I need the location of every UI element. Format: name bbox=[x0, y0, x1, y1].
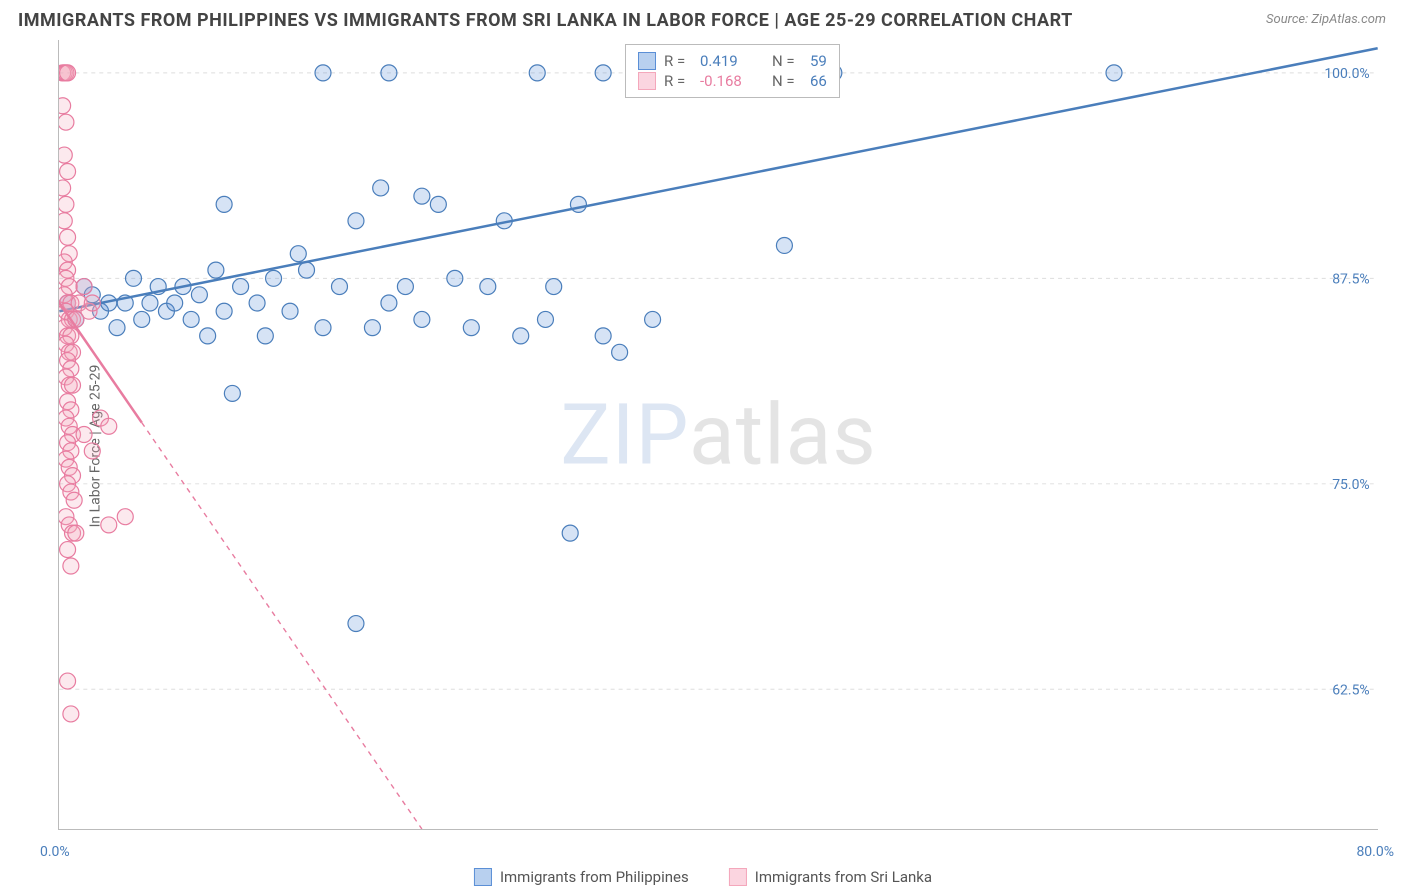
legend-label-philippines: Immigrants from Philippines bbox=[500, 868, 689, 886]
legend-swatch-pink bbox=[638, 72, 656, 90]
chart-title: IMMIGRANTS FROM PHILIPPINES VS IMMIGRANT… bbox=[18, 10, 1073, 31]
svg-text:100.0%: 100.0% bbox=[1324, 66, 1369, 82]
n-equals-label: N = bbox=[772, 72, 802, 90]
legend-row-srilanka: R = -0.168 N = 66 bbox=[638, 71, 827, 91]
correlation-legend: R = 0.419 N = 59 R = -0.168 N = 66 bbox=[625, 44, 840, 98]
svg-text:87.5%: 87.5% bbox=[1332, 271, 1369, 287]
chart-svg: 62.5% 75.0% 87.5% 100.0% bbox=[59, 40, 1378, 829]
legend-label-srilanka: Immigrants from Sri Lanka bbox=[755, 868, 932, 886]
svg-text:62.5%: 62.5% bbox=[1332, 682, 1369, 698]
plot-area: ZIPatlas R = 0.419 N = 59 R = -0.168 N =… bbox=[58, 40, 1378, 830]
legend-swatch-pink bbox=[729, 868, 747, 886]
svg-text:75.0%: 75.0% bbox=[1332, 477, 1369, 493]
r-equals-label: R = bbox=[664, 52, 692, 70]
n-value-philippines: 59 bbox=[810, 52, 827, 70]
n-value-srilanka: 66 bbox=[810, 72, 827, 90]
series-legend: Immigrants from Philippines Immigrants f… bbox=[474, 868, 932, 886]
legend-swatch-blue bbox=[474, 868, 492, 886]
n-equals-label: N = bbox=[772, 52, 802, 70]
r-value-philippines: 0.419 bbox=[700, 52, 764, 70]
legend-item-srilanka: Immigrants from Sri Lanka bbox=[729, 868, 932, 886]
legend-swatch-blue bbox=[638, 52, 656, 70]
legend-item-philippines: Immigrants from Philippines bbox=[474, 868, 689, 886]
r-equals-label: R = bbox=[664, 72, 692, 90]
x-tick-label-max: 80.0% bbox=[1356, 844, 1394, 860]
r-value-srilanka: -0.168 bbox=[700, 72, 764, 90]
x-tick-label-min: 0.0% bbox=[40, 844, 70, 860]
legend-row-philippines: R = 0.419 N = 59 bbox=[638, 51, 827, 71]
source-attribution: Source: ZipAtlas.com bbox=[1266, 12, 1386, 27]
